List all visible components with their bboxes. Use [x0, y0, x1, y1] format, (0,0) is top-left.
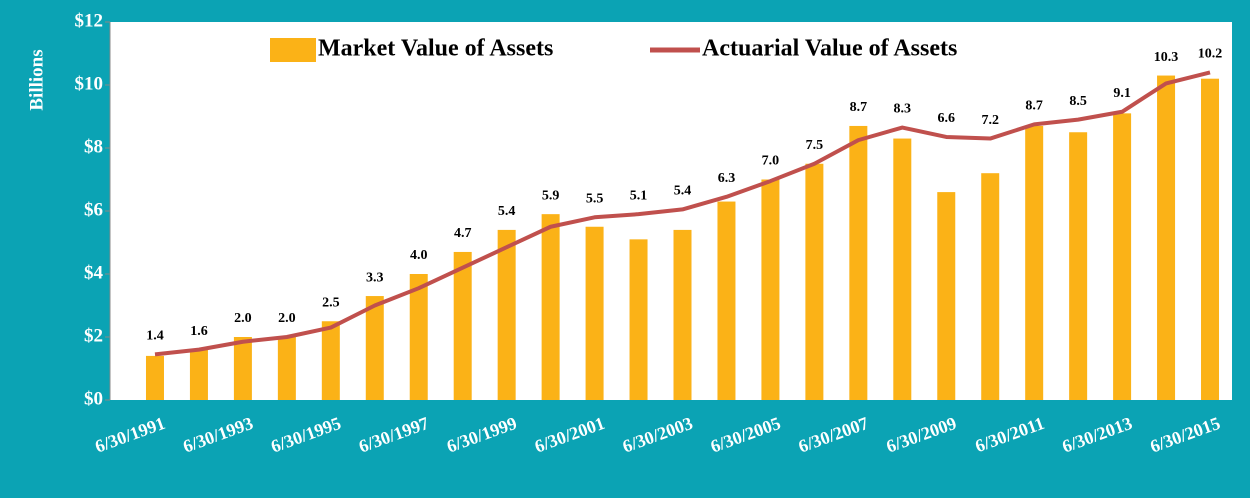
data-label: 6.3 — [718, 171, 736, 186]
bar — [717, 201, 736, 400]
data-label: 5.4 — [674, 184, 692, 199]
data-label: 3.3 — [366, 270, 384, 285]
data-label: 5.5 — [586, 192, 604, 207]
bar — [321, 321, 340, 400]
bar — [629, 239, 648, 400]
data-label: 2.5 — [322, 295, 340, 310]
data-label: 7.2 — [981, 113, 999, 128]
y-tick-label: $4 — [84, 262, 104, 283]
data-label: 8.7 — [1025, 99, 1043, 114]
data-label: 4.0 — [410, 248, 428, 263]
data-label: 5.1 — [630, 188, 648, 203]
bar — [365, 296, 384, 400]
bar — [189, 349, 208, 400]
data-label: 8.5 — [1069, 94, 1087, 109]
bar — [541, 214, 560, 400]
data-label: 5.9 — [542, 188, 560, 203]
data-label: 5.4 — [498, 204, 516, 219]
data-label: 10.2 — [1198, 47, 1223, 62]
data-label: 2.0 — [234, 311, 252, 326]
bar — [1157, 75, 1176, 401]
bar — [981, 173, 1000, 400]
data-label: 1.4 — [146, 329, 164, 344]
data-label: 8.7 — [850, 100, 868, 115]
legend-label: Actuarial Value of Assets — [702, 36, 957, 62]
y-tick-label: $6 — [84, 199, 103, 220]
data-label: 8.3 — [894, 102, 912, 117]
bar — [1201, 78, 1220, 400]
data-label: 7.0 — [762, 154, 780, 169]
data-label: 10.3 — [1154, 50, 1179, 65]
bar — [585, 226, 604, 400]
bar — [1025, 125, 1044, 400]
bar — [453, 251, 472, 400]
bar — [849, 125, 868, 400]
bar — [145, 355, 164, 400]
y-tick-label: $10 — [75, 73, 104, 94]
legend-label: Market Value of Assets — [318, 36, 553, 62]
bar — [497, 229, 516, 400]
bar — [277, 337, 296, 400]
bar — [409, 274, 428, 400]
bar — [1069, 132, 1088, 400]
data-label: 1.6 — [190, 324, 208, 339]
bar — [761, 179, 780, 400]
data-label: 9.1 — [1113, 86, 1131, 101]
legend-swatch — [270, 38, 316, 62]
data-label: 6.6 — [938, 111, 956, 126]
bar — [893, 138, 912, 401]
bar — [1113, 113, 1132, 400]
y-tick-label: $8 — [84, 136, 103, 157]
y-tick-label: $0 — [84, 388, 103, 409]
data-label: 2.0 — [278, 311, 296, 326]
bar — [805, 163, 824, 400]
line — [154, 70, 1211, 357]
bar — [673, 229, 692, 400]
bar — [937, 192, 956, 400]
data-label: 4.7 — [454, 226, 472, 241]
data-label: 7.5 — [806, 138, 824, 153]
y-tick-label: $2 — [84, 325, 103, 346]
y-axis-label: Billions — [26, 49, 47, 110]
y-tick-label: $12 — [75, 10, 104, 31]
bar — [233, 337, 252, 400]
